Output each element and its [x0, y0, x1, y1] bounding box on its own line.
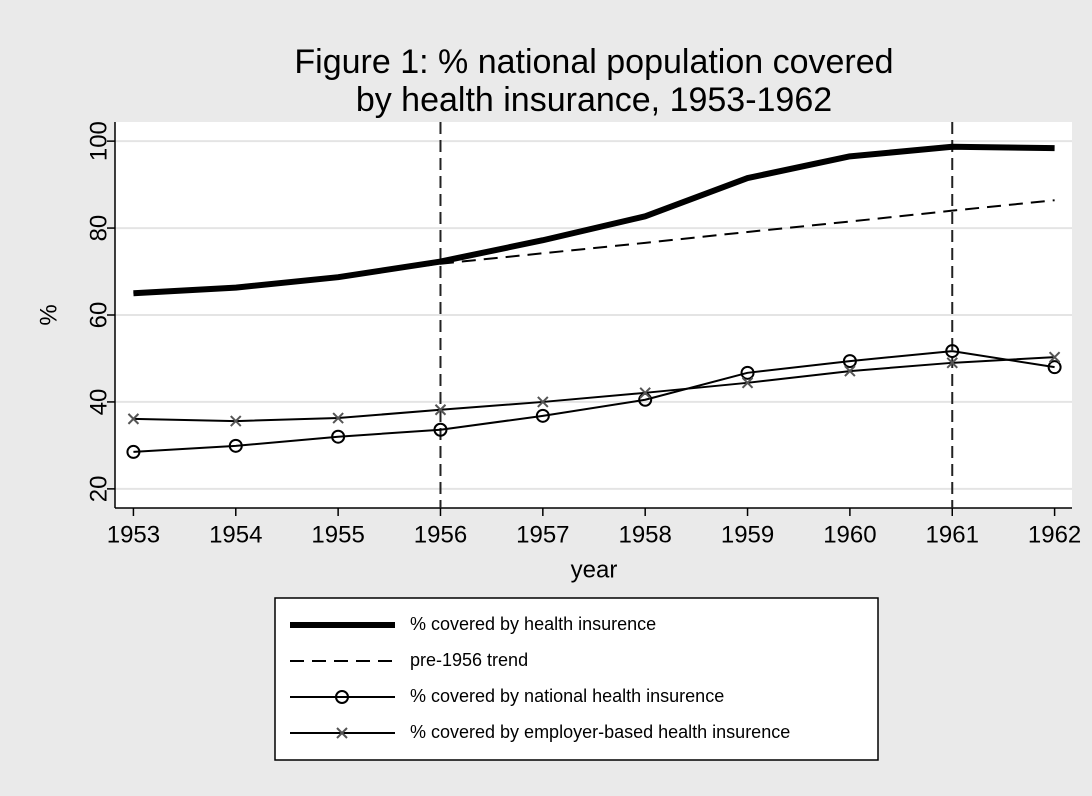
y-tick-label: 60 [85, 302, 112, 329]
line [133, 350, 1055, 453]
line [133, 143, 1055, 297]
y-tick-label: 20 [85, 476, 112, 503]
legend-label: % covered by health insurence [410, 614, 656, 634]
marker [844, 365, 856, 377]
marker [1047, 360, 1062, 375]
line [133, 199, 1055, 295]
marker [332, 412, 344, 424]
x-tick-label: 1962 [1028, 521, 1081, 548]
legend-marker [336, 727, 348, 739]
marker [946, 357, 958, 369]
marker [535, 408, 550, 423]
x-axis-label: year [571, 556, 618, 583]
x-tick-label: 1959 [721, 521, 774, 548]
marker [228, 438, 243, 453]
x-tick-label: 1953 [107, 521, 160, 548]
marker [740, 365, 755, 380]
marker [639, 387, 651, 399]
legend-label: % covered by employer-based health insur… [410, 722, 790, 742]
x-tick-label: 1956 [414, 521, 467, 548]
x-tick-label: 1960 [823, 521, 876, 548]
marker [945, 344, 960, 359]
marker [126, 444, 141, 459]
y-axis-label: % [35, 304, 62, 325]
marker [842, 354, 857, 369]
marker [331, 429, 346, 444]
chart-title: Figure 1: % national population covered [294, 43, 893, 81]
marker [433, 422, 448, 437]
x-tick-label: 1954 [209, 521, 262, 548]
marker [741, 377, 754, 389]
line [133, 356, 1055, 423]
marker [537, 396, 549, 408]
y-tick-label: 40 [85, 389, 112, 416]
marker [1048, 351, 1061, 363]
chart-title: by health insurance, 1953-1962 [356, 81, 832, 119]
x-tick-label: 1961 [926, 521, 979, 548]
marker [230, 415, 242, 427]
legend-label: pre-1956 trend [410, 650, 528, 670]
legend-label: % covered by national health insurence [410, 686, 724, 706]
x-tick-label: 1958 [618, 521, 671, 548]
y-tick-label: 100 [85, 121, 112, 161]
marker [434, 404, 447, 416]
y-tick-label: 80 [85, 215, 112, 242]
marker [127, 413, 140, 425]
x-tick-label: 1957 [516, 521, 569, 548]
x-tick-label: 1955 [311, 521, 364, 548]
legend-marker [335, 690, 349, 704]
